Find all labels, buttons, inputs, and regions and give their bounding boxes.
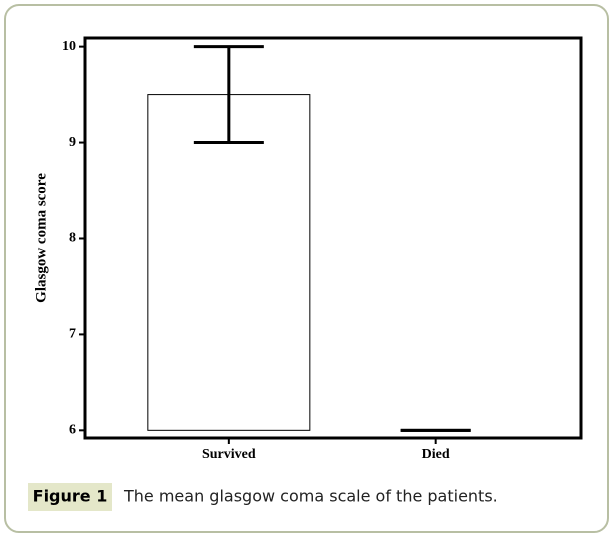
caption-text: The mean glasgow coma scale of the patie… (123, 487, 498, 506)
y-tick-label: 6 (69, 423, 76, 438)
y-tick-label: 10 (62, 39, 76, 54)
y-tick-label: 8 (69, 231, 76, 246)
x-tick-label: Died (422, 447, 450, 462)
error-bar (193, 45, 264, 145)
bar (147, 94, 311, 431)
y-axis-label: Glasgow coma score (33, 173, 49, 303)
caption-label-bg (28, 483, 112, 511)
y-tick-label: 7 (69, 327, 76, 342)
caption-label: Figure 1 (33, 487, 108, 506)
y-tick-label: 9 (69, 135, 76, 150)
x-tick-label: Survived (202, 447, 256, 462)
